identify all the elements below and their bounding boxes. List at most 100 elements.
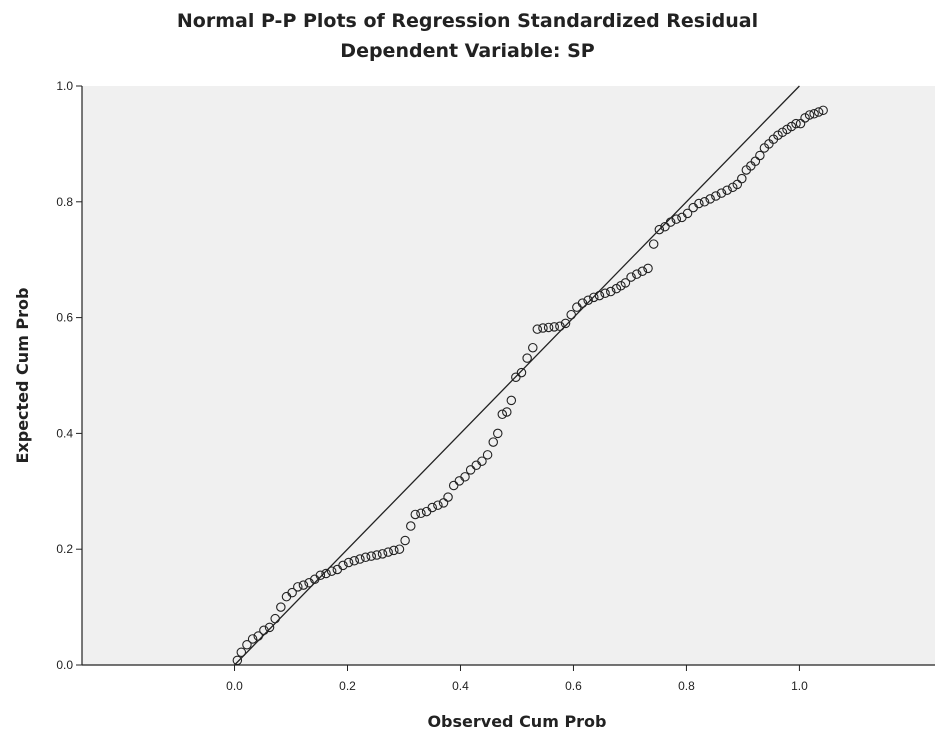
data-point (236, 647, 247, 658)
x-axis-label: Observed Cum Prob (427, 712, 606, 731)
tick-labels: 0.0 0.2 0.4 0.6 0.8 1.0 0.0 0.2 0.4 0.6 0.8 1.0 (56, 79, 808, 693)
data-point (605, 286, 616, 297)
data-point (594, 290, 605, 301)
data-point (671, 214, 682, 224)
data-point (818, 105, 828, 116)
data-point (516, 367, 527, 378)
x-tick-label: 0.8 (678, 679, 695, 693)
data-point (566, 309, 576, 320)
data-point (660, 221, 670, 232)
data-point (493, 428, 503, 439)
data-point (737, 173, 747, 184)
data-point (298, 580, 309, 590)
data-point (506, 395, 517, 406)
data-point (750, 156, 761, 167)
data-point (427, 502, 437, 513)
data-point (716, 188, 727, 198)
data-point (637, 266, 648, 277)
data-point (232, 655, 243, 666)
data-point (682, 208, 693, 219)
data-point (338, 560, 348, 571)
data-point (626, 272, 636, 282)
data-point (791, 118, 801, 129)
data-point (276, 602, 286, 612)
data-point (315, 570, 326, 581)
data-point (643, 263, 653, 274)
data-point (620, 278, 631, 288)
data-point (502, 407, 512, 417)
y-tick-label: 0.2 (56, 542, 73, 556)
data-point (755, 150, 765, 161)
data-point (665, 217, 676, 227)
data-point (589, 292, 599, 303)
data-point (549, 322, 560, 332)
data-point (355, 554, 365, 564)
data-point (795, 118, 806, 129)
data-point (360, 552, 371, 563)
data-point (600, 288, 610, 299)
data-point (460, 472, 470, 482)
data-point (477, 456, 487, 466)
x-tick-label: 0.0 (226, 679, 243, 693)
axes (76, 85, 935, 671)
data-point (259, 625, 269, 636)
data-point (383, 547, 393, 557)
data-point (705, 194, 715, 204)
y-tick-label: 0.4 (56, 426, 73, 440)
data-point (488, 437, 498, 447)
data-points (232, 105, 828, 666)
x-tick-label: 0.6 (565, 679, 582, 693)
data-point (577, 298, 588, 308)
data-point (511, 372, 521, 382)
chart-title-block: Normal P-P Plots of Regression Standardi… (0, 6, 935, 66)
data-point (321, 568, 331, 579)
plot-area (82, 86, 935, 665)
data-point (433, 500, 443, 510)
data-point (654, 224, 665, 235)
data-point (343, 557, 354, 568)
y-axis-label: Expected Cum Prob (13, 288, 32, 464)
data-point (326, 566, 337, 576)
data-point (532, 324, 543, 334)
data-point (349, 556, 360, 566)
data-point (264, 622, 275, 633)
data-point (377, 549, 388, 559)
data-point (538, 323, 548, 333)
data-point (732, 179, 743, 190)
data-point (394, 544, 405, 554)
data-point (543, 322, 554, 333)
y-tick-label: 0.8 (56, 195, 73, 209)
data-point (366, 551, 376, 561)
data-point (287, 587, 297, 598)
data-point (497, 409, 508, 420)
data-point (416, 508, 426, 519)
data-point (555, 321, 565, 332)
data-point (528, 342, 538, 353)
data-point (482, 450, 493, 460)
data-point (631, 269, 642, 279)
x-tick-label: 0.2 (339, 679, 356, 693)
data-point (465, 465, 476, 475)
data-point (372, 550, 382, 560)
data-point (448, 480, 459, 491)
data-point (410, 509, 421, 520)
data-point (400, 535, 410, 546)
data-point (813, 107, 824, 117)
data-point (443, 492, 453, 502)
data-point (522, 353, 532, 363)
data-point (253, 631, 263, 641)
chart-subtitle: Dependent Variable: SP (340, 40, 595, 62)
chart-title: Normal P-P Plots of Regression Standardi… (176, 10, 759, 32)
y-tick-label: 1.0 (56, 79, 73, 93)
data-point (648, 239, 659, 249)
data-point (247, 634, 258, 644)
data-point (804, 110, 815, 120)
x-tick-label: 0.4 (452, 679, 469, 693)
data-point (699, 197, 710, 207)
data-point (270, 613, 280, 624)
y-tick-label: 0.0 (56, 658, 73, 672)
data-point (406, 521, 416, 531)
data-point (389, 545, 399, 556)
data-point (694, 198, 704, 209)
